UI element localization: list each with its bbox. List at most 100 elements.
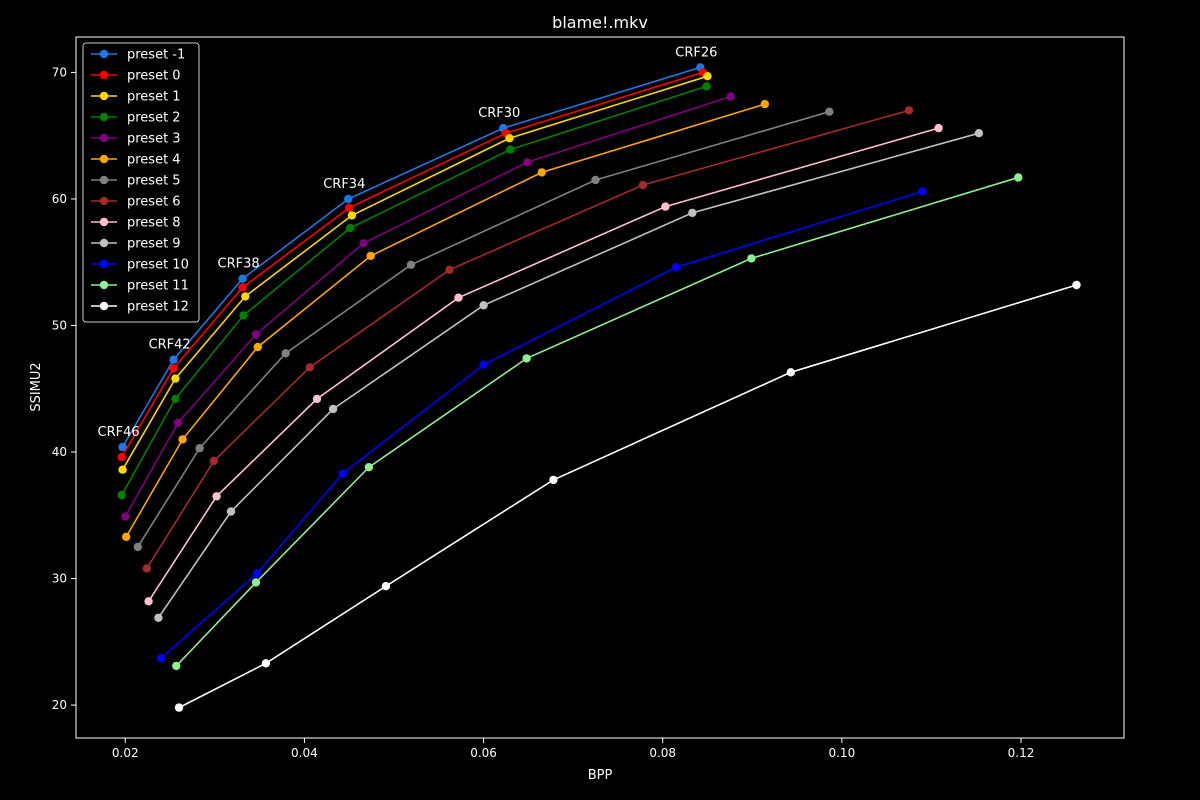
legend-label: preset 2 [127,111,181,126]
annotation-crf46: CRF46 [98,425,140,440]
chart-title: blame!.mkv [552,13,648,32]
data-point-preset-3-1 [173,418,183,428]
data-point-preset-6-2 [305,363,314,372]
data-point-preset-5-3 [406,260,416,269]
data-point-preset-4-1 [178,435,187,444]
annotation-crf42: CRF42 [149,338,191,353]
series-line-preset-8 [147,127,939,602]
series-preset-12 [174,280,1081,712]
annotation-crf30: CRF30 [478,106,520,121]
legend-marker [99,154,109,164]
data-point-preset-4-3 [366,251,375,261]
y-tick-label: 20 [52,698,67,712]
series-preset-4 [122,99,769,541]
data-point-preset-8-1 [212,492,221,501]
plot-area [117,63,1081,712]
data-point-preset-12-3 [549,475,558,485]
x-tick-label: 0.04 [291,746,318,760]
data-point-preset-6-3 [445,265,454,274]
data-point-preset-4-4 [537,168,546,177]
data-point-preset-6-4 [638,180,648,190]
legend-label: preset 5 [127,174,181,189]
series-preset-11 [172,173,1023,671]
data-point-preset-2-5 [702,82,711,91]
data-point-preset-1-4 [505,134,514,143]
data-point-preset-11-2 [364,463,374,472]
data-point-preset-2-2 [239,311,248,320]
series-line-preset-12 [178,284,1077,709]
data-point-preset-3-5 [726,92,735,101]
x-tick-label: 0.06 [470,746,497,760]
series-preset-8 [144,123,943,606]
data-point-preset-1-1 [169,355,178,364]
y-axis-ticks: 20 30 40 50 60 70 [52,65,76,712]
x-axis-ticks: 0.02 0.04 0.06 0.08 0.10 0.12 [112,738,1034,760]
series-line-preset-6 [146,109,910,569]
y-tick-label: 50 [52,318,67,332]
legend-label: preset 11 [127,279,189,294]
x-tick-label: 0.02 [112,746,139,760]
data-point-preset-1-3 [344,194,353,204]
data-point-preset-12-4 [786,368,795,377]
legend-item-preset-3: preset 3 [91,132,181,147]
legend-label: preset 12 [127,300,189,315]
legend: preset -1 preset 0 preset 1 preset 2 preset … [82,42,200,323]
data-point-preset-3-4 [523,158,532,167]
data-point-preset-12-2 [381,582,391,591]
legend-item-preset-1: preset 1 [91,90,181,105]
legend-marker [99,259,109,269]
legend-label: preset 1 [127,90,181,105]
series-preset-1 [118,72,712,474]
legend-item-preset-12: preset 12 [91,300,189,315]
data-point-preset-11-3 [522,354,531,363]
legend-label: preset 8 [127,216,181,231]
data-point-preset-1-0 [118,442,127,452]
data-point-preset-1-2 [238,274,247,283]
data-point-preset-10-2 [338,469,348,478]
legend-item-preset-11: preset 11 [91,279,189,294]
y-tick-label: 30 [52,572,67,586]
legend-item-preset-2: preset 2 [91,111,181,126]
series-line-preset-9 [157,132,980,619]
series-preset-9 [154,129,984,622]
y-tick-label: 70 [52,65,67,79]
data-point-preset-2-4 [506,145,515,154]
data-point-preset-5-4 [591,175,600,185]
data-point-preset-5-1 [195,444,204,453]
series-line-preset-1 [121,75,708,471]
data-point-preset-12-5 [1072,280,1081,290]
legend-item-preset-10: preset 10 [91,258,189,273]
annotation-crf26: CRF26 [675,45,717,60]
data-point-preset-5-0 [133,542,142,552]
legend-marker [99,70,109,80]
data-point-preset-1-5 [703,72,712,81]
legend-marker [99,238,109,248]
x-tick-label: 0.10 [828,746,855,760]
data-point-preset-5-2 [281,349,290,358]
series-preset-2 [117,82,711,500]
legend-item-preset-1: preset -1 [91,48,185,63]
annotation-crf34: CRF34 [323,177,365,192]
data-point-preset-9-3 [479,301,488,310]
data-point-preset-9-0 [154,613,163,622]
data-point-preset-11-4 [747,254,756,263]
data-point-preset-6-5 [904,106,914,115]
series-preset-3 [121,92,735,521]
series-line-preset-10 [160,190,923,659]
data-point-preset-2-3 [345,223,355,233]
legend-label: preset 0 [127,69,181,84]
legend-label: preset 4 [127,153,181,168]
data-point-preset-8-0 [144,597,153,606]
legend-marker [99,301,109,311]
legend-marker [99,91,109,101]
legend-item-preset-4: preset 4 [91,153,181,168]
legend-item-preset-0: preset 0 [91,69,181,84]
series-line-preset-0 [121,71,704,458]
data-point-preset-0-0 [117,452,126,462]
data-point-preset-1-0 [118,465,127,474]
data-point-preset-4-2 [253,342,262,352]
data-point-preset-11-0 [172,661,181,671]
data-point-preset-3-2 [251,330,261,339]
data-point-preset-11-1 [251,578,261,587]
